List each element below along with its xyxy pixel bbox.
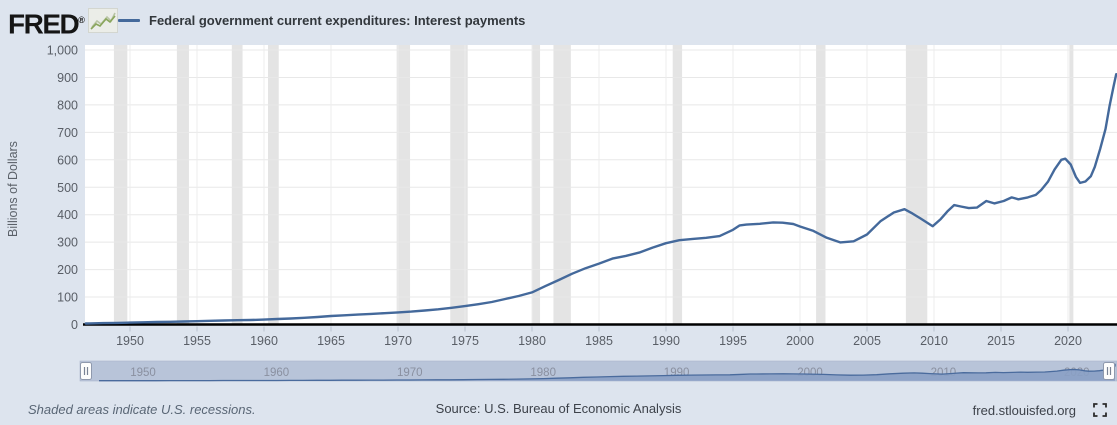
slider-decade-label: 1960 xyxy=(264,367,290,379)
y-tick-label: 400 xyxy=(57,208,78,222)
y-tick-label: 100 xyxy=(57,291,78,305)
fullscreen-icon[interactable] xyxy=(1093,403,1107,420)
recession-band xyxy=(532,45,541,325)
data-line xyxy=(84,73,1117,325)
legend-line-marker xyxy=(118,18,140,22)
x-tick-label: 1975 xyxy=(451,334,479,348)
date-range-slider: 19501960197019801990200020102020 xyxy=(79,360,1117,382)
slider-decade-label: 1970 xyxy=(397,367,423,379)
recession-band xyxy=(672,45,683,325)
x-tick-label: 1995 xyxy=(719,334,747,348)
slider-handle-left[interactable] xyxy=(80,362,92,380)
x-tick-label: 2010 xyxy=(920,334,948,348)
recession-band xyxy=(231,45,243,325)
slider-decade-label: 1950 xyxy=(130,367,156,379)
slider-area-line xyxy=(99,363,1116,382)
x-tick-label: 1960 xyxy=(250,334,278,348)
y-tick-label: 500 xyxy=(57,181,78,195)
chart-footer: Shaded areas indicate U.S. recessions. S… xyxy=(0,399,1117,421)
slider-decade-label: 1980 xyxy=(530,367,556,379)
x-tick-label: 1970 xyxy=(384,334,412,348)
y-tick-label: 1,000 xyxy=(47,44,78,58)
y-tick-label: 900 xyxy=(57,71,78,85)
recession-band xyxy=(553,45,571,325)
x-tick-label: 2020 xyxy=(1054,334,1082,348)
fred-logo[interactable]: FRED® xyxy=(8,8,85,40)
sparkline-icon xyxy=(88,8,118,38)
x-tick-label: 1990 xyxy=(652,334,680,348)
x-tick-label: 1985 xyxy=(585,334,613,348)
recession-band xyxy=(176,45,189,325)
recession-band xyxy=(1069,45,1074,325)
slider-handle-right[interactable] xyxy=(1103,362,1115,380)
recession-band xyxy=(816,45,826,325)
y-tick-label: 700 xyxy=(57,126,78,140)
x-tick-label: 2005 xyxy=(853,334,881,348)
y-tick-label: 600 xyxy=(57,153,78,167)
recession-band xyxy=(450,45,468,325)
main-chart: 0 100 200 300 400 500 600 700 800 900 1,000 1950 195… xyxy=(47,44,1117,348)
registered-mark: ® xyxy=(78,15,85,25)
plot-background xyxy=(85,45,1117,325)
x-tick-label: 2000 xyxy=(786,334,814,348)
x-tick-label: 2015 xyxy=(987,334,1015,348)
legend-series-label: Federal government current expenditures:… xyxy=(149,12,526,28)
y-tick-label: 0 xyxy=(71,318,78,332)
x-tick-label: 1980 xyxy=(518,334,546,348)
source-text: Source: U.S. Bureau of Economic Analysis xyxy=(435,401,682,416)
x-tick-label: 1965 xyxy=(317,334,345,348)
y-tick-label: 200 xyxy=(57,263,78,277)
chart-header: FRED® Federal government current expendi… xyxy=(0,0,1117,40)
chart-legend: Federal government current expenditures:… xyxy=(118,0,525,40)
slider-area-fill xyxy=(99,363,1115,381)
x-tick-label: 1955 xyxy=(183,334,211,348)
recession-band xyxy=(113,45,128,325)
recession-band xyxy=(905,45,928,325)
recession-band xyxy=(268,45,279,325)
y-tick-label: 300 xyxy=(57,236,78,250)
plot-area[interactable] xyxy=(85,45,1117,325)
recession-note: Shaded areas indicate U.S. recessions. xyxy=(28,402,256,417)
fred-link[interactable]: fred.stlouisfed.org xyxy=(972,403,1076,418)
x-tick-label: 1950 xyxy=(116,334,144,348)
y-tick-label: 800 xyxy=(57,98,78,112)
recession-band xyxy=(396,45,411,325)
